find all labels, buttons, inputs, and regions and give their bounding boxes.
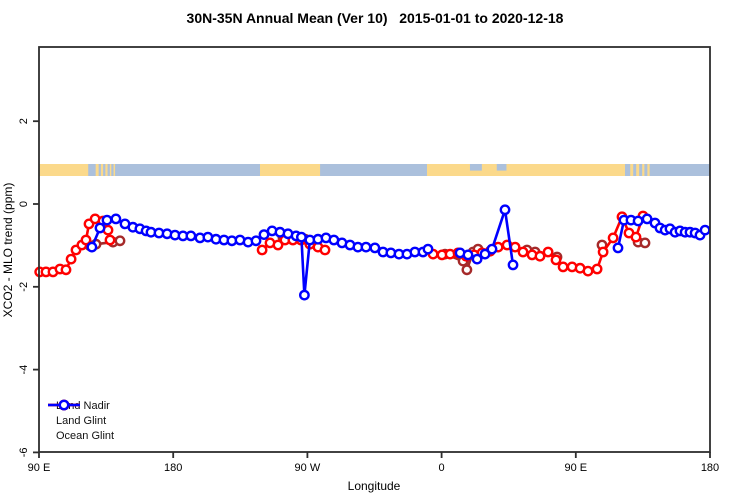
strip-land-segment bbox=[642, 164, 645, 176]
legend-item-land-glint: Land Glint bbox=[48, 399, 114, 429]
data-point bbox=[461, 264, 473, 276]
data-point bbox=[256, 244, 268, 256]
data-point bbox=[114, 235, 126, 247]
data-point bbox=[65, 253, 77, 265]
plot-border bbox=[38, 46, 711, 453]
legend-item-ocean-glint: Ocean Glint bbox=[48, 399, 115, 444]
data-point bbox=[86, 241, 98, 253]
data-point bbox=[185, 230, 197, 242]
data-point bbox=[507, 259, 519, 271]
data-point bbox=[607, 232, 619, 244]
x-tick-label: 0 bbox=[439, 462, 445, 474]
strip-land-segment bbox=[95, 164, 99, 176]
data-point bbox=[557, 261, 569, 273]
data-point bbox=[360, 241, 372, 253]
data-point bbox=[110, 213, 122, 225]
strip-land-segment bbox=[426, 164, 626, 176]
legend-label: Ocean Glint bbox=[56, 430, 115, 442]
strip-land-segment bbox=[630, 164, 634, 176]
strip-land-segment bbox=[105, 164, 108, 176]
data-point bbox=[94, 222, 106, 234]
data-point bbox=[471, 253, 483, 265]
strip-ocean-notch bbox=[496, 164, 507, 171]
data-point bbox=[250, 235, 262, 247]
data-point bbox=[639, 237, 651, 249]
data-point bbox=[582, 265, 594, 277]
y-tick-label: -2 bbox=[18, 282, 30, 292]
data-point bbox=[630, 231, 642, 243]
y-tick-label: -6 bbox=[18, 448, 30, 458]
data-point bbox=[641, 213, 653, 225]
strip-land-segment bbox=[647, 164, 650, 176]
data-point bbox=[101, 214, 113, 226]
strip-land-segment bbox=[636, 164, 640, 176]
x-tick-label: 90 E bbox=[564, 462, 587, 474]
strip-land-segment bbox=[39, 164, 89, 176]
data-point bbox=[295, 231, 307, 243]
data-point bbox=[632, 215, 644, 227]
data-point bbox=[462, 249, 474, 261]
data-point bbox=[319, 244, 331, 256]
data-point bbox=[80, 234, 92, 246]
y-axis-label: XCO2 - MLO trend (ppm) bbox=[1, 183, 15, 318]
data-point bbox=[104, 234, 116, 246]
x-axis-label: Longitude bbox=[348, 479, 401, 493]
data-point bbox=[369, 242, 381, 254]
data-point bbox=[597, 246, 609, 258]
strip-land-segment bbox=[113, 164, 116, 176]
data-point bbox=[272, 239, 284, 251]
data-point bbox=[499, 204, 511, 216]
data-point bbox=[612, 242, 624, 254]
legend-label: Land Nadir bbox=[56, 400, 110, 412]
data-point bbox=[486, 243, 498, 255]
data-point bbox=[298, 289, 310, 301]
data-point bbox=[422, 243, 434, 255]
x-tick-label: 180 bbox=[164, 462, 182, 474]
legend: Land Nadir Land Glint Ocean Glint bbox=[48, 399, 114, 444]
x-tick-label: 90 W bbox=[295, 462, 321, 474]
chart-title: 30N-35N Annual Mean (Ver 10) 2015-01-01 … bbox=[186, 10, 564, 26]
data-point bbox=[60, 264, 72, 276]
axes-group: 90 E 180 90 W 0 90 E 180 2 0 -2 -4 -6 bbox=[18, 46, 719, 474]
y-tick-label: 0 bbox=[18, 201, 30, 207]
land-ocean-map-strip bbox=[39, 164, 710, 176]
series-ocean-glint bbox=[86, 204, 711, 301]
strip-land-segment bbox=[100, 164, 104, 176]
ocean-glint-marker-icon bbox=[48, 399, 80, 411]
y-tick-label: -4 bbox=[18, 365, 30, 375]
data-point bbox=[699, 224, 711, 236]
data-point bbox=[517, 246, 529, 258]
x-tick-label: 180 bbox=[701, 462, 719, 474]
data-point bbox=[479, 248, 491, 260]
data-point bbox=[534, 250, 546, 262]
data-point bbox=[550, 254, 562, 266]
strip-ocean-notch bbox=[469, 164, 482, 171]
y-tick-label: 2 bbox=[18, 118, 30, 124]
x-tick-label: 90 E bbox=[28, 462, 51, 474]
data-series-group bbox=[34, 204, 711, 301]
legend-label: Land Glint bbox=[56, 415, 107, 427]
strip-land-segment bbox=[109, 164, 112, 176]
data-point bbox=[591, 263, 603, 275]
data-point bbox=[542, 246, 554, 258]
strip-land-segment bbox=[259, 164, 321, 176]
